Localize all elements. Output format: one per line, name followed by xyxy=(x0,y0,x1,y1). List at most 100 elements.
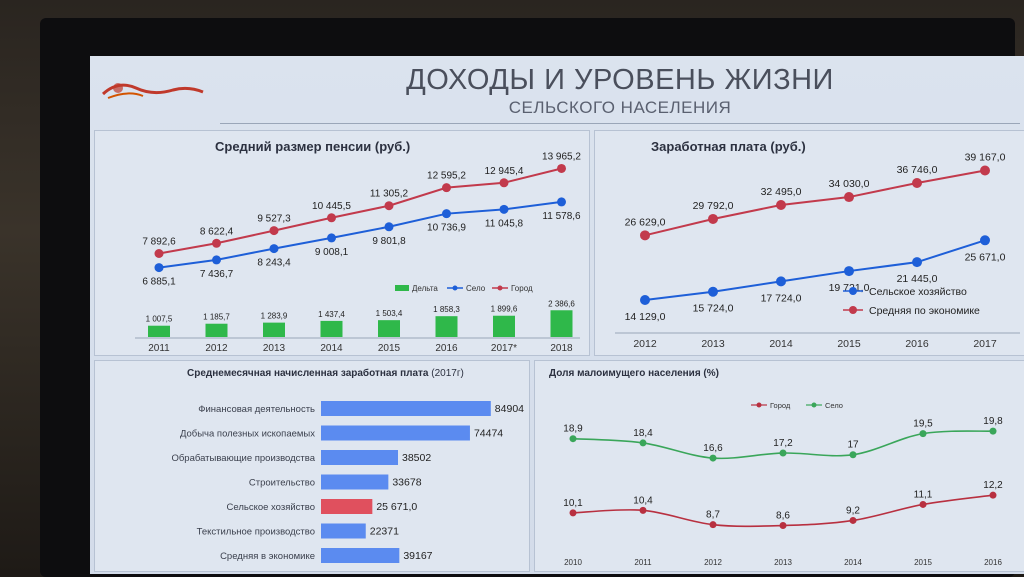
city-pension-point xyxy=(212,238,221,248)
poverty-x-tick: 2015 xyxy=(914,558,932,567)
sector-bar xyxy=(321,474,389,490)
salary-x-tick: 2012 xyxy=(633,338,657,350)
village-pension-label: 10 736,9 xyxy=(427,223,466,234)
sector-title-text: Среднемесячная начисленная заработная пл… xyxy=(187,368,429,379)
legend-city-marker xyxy=(497,285,503,291)
avg-salary-point xyxy=(980,165,990,176)
agri-salary-label: 17 724,0 xyxy=(761,292,802,304)
poverty-x-tick: 2011 xyxy=(634,558,652,567)
village-poverty-label: 17,2 xyxy=(773,438,793,449)
legend-agri-marker xyxy=(849,287,857,295)
village-poverty-label: 18,9 xyxy=(563,424,583,435)
sector-title-year: (2017г) xyxy=(431,368,464,379)
city-poverty-point xyxy=(989,491,997,499)
sector-bar xyxy=(321,450,399,465)
sector-value-label: 22371 xyxy=(370,526,399,538)
city-pension-point xyxy=(269,226,279,236)
avg-salary-point xyxy=(640,230,650,241)
salary-panel: Заработная плата (руб.) 26 629,0 29 792,0… xyxy=(594,130,1024,356)
city-poverty-label: 8,7 xyxy=(706,510,720,521)
delta-bar xyxy=(550,310,573,337)
city-pension-point xyxy=(499,178,509,188)
poverty-x-tick: 2016 xyxy=(984,558,1002,567)
monitor-frame: ДОХОДЫ И УРОВЕНЬ ЖИЗНИ СЕЛЬСКОГО НАСЕЛЕН… xyxy=(40,18,1024,577)
salary-x-tick: 2015 xyxy=(837,338,861,350)
sector-chart: Финансовая деятельность 84904 Добыча полез… xyxy=(171,401,524,563)
village-poverty-point xyxy=(639,439,647,447)
avg-salary-point xyxy=(844,192,854,203)
delta-bar-label: 1 185,7 xyxy=(203,313,230,322)
avg-salary-label: 26 629,0 xyxy=(625,216,666,228)
city-pension-point xyxy=(442,183,451,193)
sector-category-label: Средняя в экономике xyxy=(220,551,315,562)
city-poverty-point xyxy=(709,521,717,529)
sector-category-label: Обрабатывающие производства xyxy=(171,453,315,464)
sector-panel: Среднемесячная начисленная заработная пл… xyxy=(94,360,530,572)
delta-bar-label: 1 899,6 xyxy=(491,305,518,314)
sector-bar xyxy=(321,523,366,539)
village-pension-label: 9 801,8 xyxy=(372,236,406,247)
sector-value-label: 74474 xyxy=(474,428,503,440)
pension-chart: 7 892,6 8 622,4 9 527,3 10 445,5 11 305,2 12 … xyxy=(135,151,581,354)
city-poverty-label: 12,2 xyxy=(983,480,1003,491)
sector-chart-title: Среднемесячная начисленная заработная пл… xyxy=(187,368,464,379)
village-pension-point xyxy=(557,197,566,207)
city-pension-label: 7 892,6 xyxy=(142,237,176,248)
sector-category-label: Строительство xyxy=(249,478,315,489)
city-pension-label: 11 305,2 xyxy=(370,189,409,200)
city-pension-point xyxy=(154,249,164,259)
delta-bar xyxy=(205,323,228,337)
city-pension-point xyxy=(557,163,566,173)
agri-salary-line xyxy=(644,239,986,301)
salary-x-tick: 2014 xyxy=(769,338,793,350)
city-pension-label: 13 965,2 xyxy=(542,151,581,162)
avg-salary-line xyxy=(644,169,986,237)
sector-category-label: Сельское хозяйство xyxy=(227,502,316,513)
delta-bar xyxy=(320,320,343,337)
village-pension-label: 9 008,1 xyxy=(315,247,349,258)
sector-value-label: 38502 xyxy=(402,452,431,464)
village-poverty-point xyxy=(919,430,927,438)
village-poverty-point xyxy=(709,454,717,462)
village-poverty-label: 16,6 xyxy=(703,443,723,454)
delta-bar-label: 1 437,4 xyxy=(318,310,345,319)
sector-bar xyxy=(321,425,470,441)
sector-value-label: 25 671,0 xyxy=(376,501,417,513)
avg-salary-point xyxy=(708,213,718,224)
delta-bar-label: 2 386,6 xyxy=(548,299,575,308)
agri-salary-label: 25 671,0 xyxy=(965,251,1006,263)
village-poverty-label: 18,4 xyxy=(633,428,653,439)
delta-bar xyxy=(148,325,170,337)
village-poverty-point xyxy=(989,427,997,435)
sector-bar xyxy=(321,499,373,514)
city-pension-label: 12 945,4 xyxy=(485,166,524,177)
city-poverty-point xyxy=(639,506,647,514)
pension-x-tick: 2012 xyxy=(205,343,228,354)
slide-title: ДОХОДЫ И УРОВЕНЬ ЖИЗНИ xyxy=(406,64,834,96)
city-pension-label: 9 527,3 xyxy=(257,214,291,225)
salary-chart: 26 629,0 29 792,0 32 495,0 34 030,0 36 746,0… xyxy=(615,151,1020,350)
pension-x-tick: 2014 xyxy=(320,343,343,354)
village-pension-label: 6 885,1 xyxy=(142,277,176,288)
village-pension-point xyxy=(384,222,394,232)
village-poverty-point xyxy=(849,451,857,459)
delta-bar-label: 1 858,3 xyxy=(433,305,460,314)
city-poverty-label: 10,4 xyxy=(633,495,653,506)
agri-salary-label: 21 445,0 xyxy=(897,273,938,285)
salary-x-tick: 2013 xyxy=(701,338,725,350)
sector-bar xyxy=(321,548,400,563)
sector-value-label: 39167 xyxy=(403,550,432,562)
legend-city-label: Город xyxy=(511,284,533,293)
delta-bar-label: 1 007,5 xyxy=(146,315,173,324)
village-pension-label: 8 243,4 xyxy=(257,258,291,269)
sector-value-label: 84904 xyxy=(495,403,524,415)
pension-x-tick: 2015 xyxy=(378,343,401,354)
sector-value-label: 33678 xyxy=(392,477,421,489)
village-poverty-point xyxy=(779,449,787,457)
pension-x-tick: 2017* xyxy=(491,343,517,354)
presentation-slide: ДОХОДЫ И УРОВЕНЬ ЖИЗНИ СЕЛЬСКОГО НАСЕЛЕН… xyxy=(90,56,1024,574)
sector-category-label: Финансовая деятельность xyxy=(198,404,315,415)
city-pension-label: 10 445,5 xyxy=(312,201,351,212)
village-pension-label: 11 045,8 xyxy=(485,218,524,229)
pension-chart-title: Средний размер пенсии (руб.) xyxy=(215,139,411,154)
